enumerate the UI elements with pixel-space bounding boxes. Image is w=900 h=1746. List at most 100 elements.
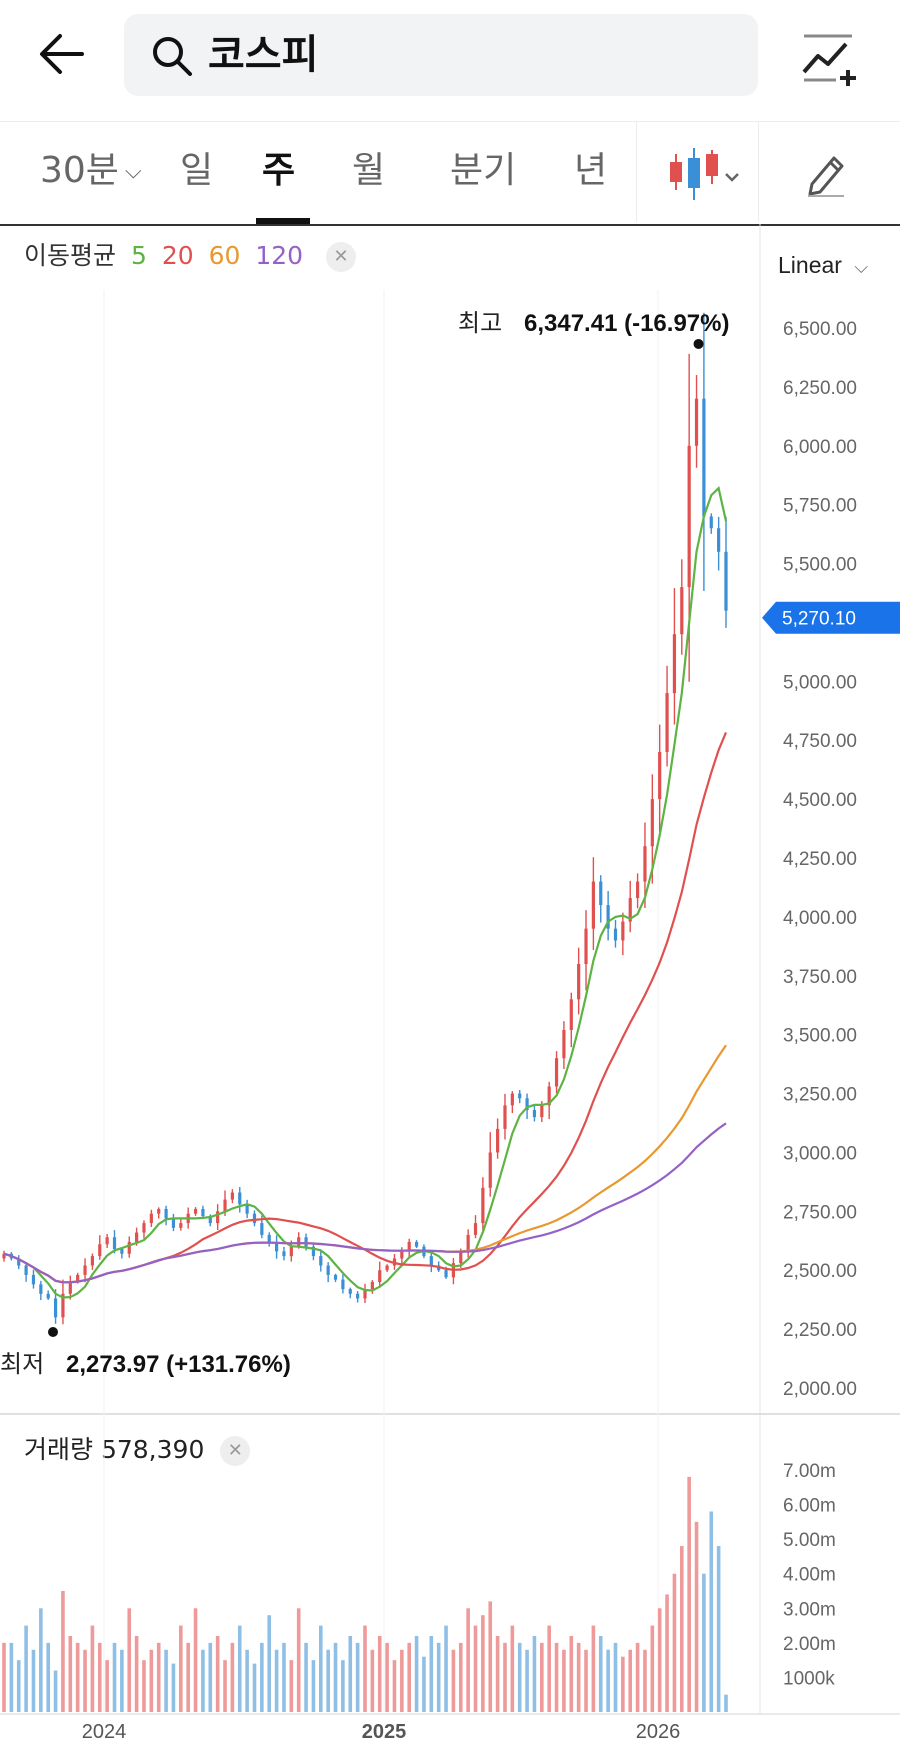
candle-body	[164, 1208, 168, 1219]
candle-body	[702, 398, 706, 517]
candle-body	[724, 551, 728, 611]
candle-body	[525, 1098, 529, 1111]
volume-bar	[304, 1642, 308, 1712]
volume-bar	[621, 1656, 625, 1712]
volume-bar	[9, 1642, 14, 1712]
volume-bar	[547, 1625, 551, 1712]
volume-bar	[400, 1649, 404, 1712]
volume-bars	[2, 1476, 728, 1712]
candle-body	[208, 1216, 212, 1224]
tab-day[interactable]: 일	[180, 150, 214, 191]
volume-bar	[296, 1608, 301, 1712]
search-box[interactable]: 코스피	[124, 14, 758, 96]
volume-bar	[223, 1660, 227, 1712]
volume-axis: 7.00m 6.00m 5.00m 4.00m 3.00m 2.00m 1000k	[783, 1461, 836, 1689]
price-tick-label: 3,500.00	[783, 1026, 857, 1047]
candle-body	[606, 905, 610, 929]
candle-body	[694, 398, 699, 446]
volume-bar	[657, 1608, 662, 1712]
volume-bar	[407, 1642, 412, 1712]
price-tick-label: 6,500.00	[783, 319, 857, 340]
candle-body	[105, 1237, 109, 1245]
candle-body	[687, 445, 691, 588]
scale-mode-label: Linear	[778, 252, 842, 278]
candle-body	[17, 1258, 21, 1266]
volume-bar	[422, 1656, 426, 1712]
price-tick-label: 2,000.00	[783, 1379, 857, 1400]
volume-tick-label: 4.00m	[783, 1565, 836, 1586]
candle-body	[319, 1256, 323, 1266]
volume-bar	[562, 1649, 566, 1712]
candle-body	[179, 1223, 183, 1228]
volume-bar	[105, 1660, 109, 1712]
back-arrow-icon[interactable]	[30, 22, 94, 86]
candle-body	[591, 881, 595, 929]
price-tick-label: 2,750.00	[783, 1202, 857, 1223]
tab-quarter[interactable]: 분기	[450, 150, 517, 191]
candle-body	[370, 1282, 374, 1290]
compare-chart-icon[interactable]	[796, 26, 860, 90]
candle-body	[628, 898, 632, 922]
close-icon[interactable]: ✕	[326, 242, 357, 272]
moving-average-lines	[3, 486, 728, 1299]
candle-type-icon[interactable]	[666, 144, 744, 204]
candle-body	[650, 799, 654, 847]
candle-body	[135, 1232, 139, 1242]
close-icon[interactable]: ✕	[220, 1436, 251, 1466]
candle-body	[252, 1213, 257, 1224]
candle-body	[429, 1256, 433, 1266]
tab-year[interactable]: 년	[574, 150, 608, 191]
volume-tick-label: 3.00m	[783, 1599, 836, 1620]
volume-bar	[363, 1625, 367, 1712]
chevron-down-icon: ⌵	[124, 159, 142, 184]
chart-markers: 5,270.10 최고 6,347.41 (-16.97%) 최저 2,273.97 (…	[0, 309, 900, 1378]
volume-bar	[613, 1642, 618, 1712]
price-tick-label: 2,250.00	[783, 1320, 857, 1341]
candle-body	[503, 1105, 507, 1129]
tab-separator	[758, 122, 759, 222]
volume-bar	[149, 1649, 154, 1712]
scale-mode-select[interactable]: Linear ⌵	[778, 250, 868, 282]
price-tick-label: 2,500.00	[783, 1261, 857, 1282]
volume-tick-label: 1000k	[783, 1668, 835, 1689]
candle-body	[481, 1187, 485, 1224]
volume-bar	[326, 1649, 330, 1712]
tab-week[interactable]: 주	[262, 150, 296, 191]
volume-bar	[53, 1670, 58, 1712]
ma-20: 20	[161, 241, 194, 270]
volume-bar	[2, 1642, 6, 1712]
volume-bar	[171, 1663, 176, 1712]
candle-body	[274, 1241, 279, 1252]
volume-tick-label: 7.00m	[783, 1461, 836, 1482]
low-marker-dot	[48, 1327, 58, 1337]
tab-30min[interactable]: 30분 ⌵	[40, 148, 142, 195]
ma-line-60	[3, 1044, 727, 1284]
volume-bar	[46, 1642, 51, 1712]
time-tick-label: 2025	[362, 1721, 407, 1743]
volume-bar	[208, 1642, 213, 1712]
volume-bar	[377, 1635, 382, 1712]
volume-bar	[451, 1649, 456, 1712]
tab-separator	[636, 122, 637, 222]
volume-bar	[90, 1625, 95, 1712]
candle-body	[635, 881, 640, 899]
candle-body	[540, 1105, 544, 1118]
volume-bar	[260, 1642, 264, 1712]
volume-bar	[311, 1660, 316, 1712]
candle-body	[562, 1029, 566, 1059]
volume-legend-value: 578,390	[100, 1435, 205, 1464]
volume-bar	[540, 1642, 544, 1712]
price-tick-label: 4,750.00	[783, 731, 857, 752]
volume-bar	[679, 1546, 684, 1712]
candle-body	[76, 1274, 80, 1282]
volume-bar	[687, 1476, 691, 1712]
pencil-icon[interactable]	[804, 150, 848, 198]
active-tab-indicator	[256, 218, 310, 224]
volume-bar	[473, 1625, 478, 1712]
tab-month[interactable]: 월	[352, 150, 386, 191]
candle-body	[238, 1192, 242, 1205]
volume-bar	[164, 1649, 168, 1712]
volume-bar	[120, 1649, 124, 1712]
candle-body	[61, 1293, 65, 1318]
